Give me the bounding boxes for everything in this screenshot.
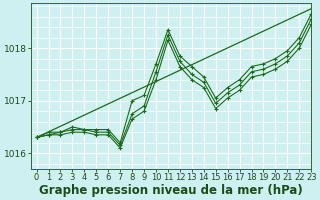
X-axis label: Graphe pression niveau de la mer (hPa): Graphe pression niveau de la mer (hPa) [39,184,303,197]
